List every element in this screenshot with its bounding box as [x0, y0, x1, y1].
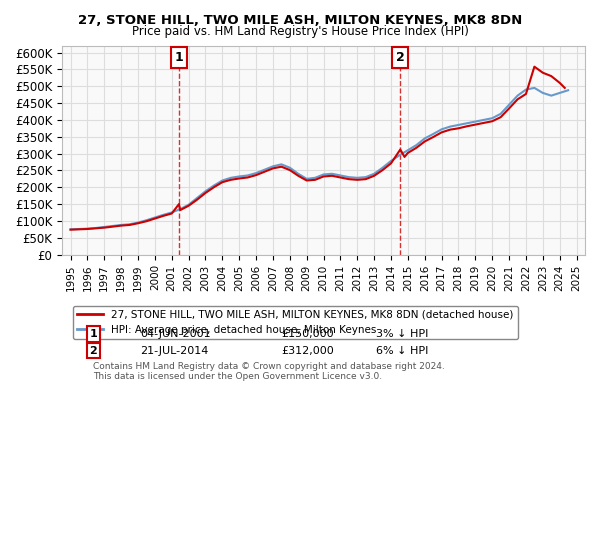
Text: 27, STONE HILL, TWO MILE ASH, MILTON KEYNES, MK8 8DN: 27, STONE HILL, TWO MILE ASH, MILTON KEY…	[78, 14, 522, 27]
Text: 1: 1	[175, 51, 184, 64]
Text: 2: 2	[89, 346, 97, 356]
Text: 2: 2	[396, 51, 404, 64]
Text: 21-JUL-2014: 21-JUL-2014	[140, 346, 209, 356]
Text: 6% ↓ HPI: 6% ↓ HPI	[376, 346, 428, 356]
Text: £150,000: £150,000	[282, 329, 334, 339]
Text: 04-JUN-2001: 04-JUN-2001	[140, 329, 211, 339]
Legend: 27, STONE HILL, TWO MILE ASH, MILTON KEYNES, MK8 8DN (detached house), HPI: Aver: 27, STONE HILL, TWO MILE ASH, MILTON KEY…	[73, 306, 518, 339]
Text: Price paid vs. HM Land Registry's House Price Index (HPI): Price paid vs. HM Land Registry's House …	[131, 25, 469, 38]
Text: £312,000: £312,000	[282, 346, 334, 356]
Text: Contains HM Land Registry data © Crown copyright and database right 2024.
This d: Contains HM Land Registry data © Crown c…	[94, 362, 445, 381]
Text: 1: 1	[89, 329, 97, 339]
Text: 3% ↓ HPI: 3% ↓ HPI	[376, 329, 428, 339]
